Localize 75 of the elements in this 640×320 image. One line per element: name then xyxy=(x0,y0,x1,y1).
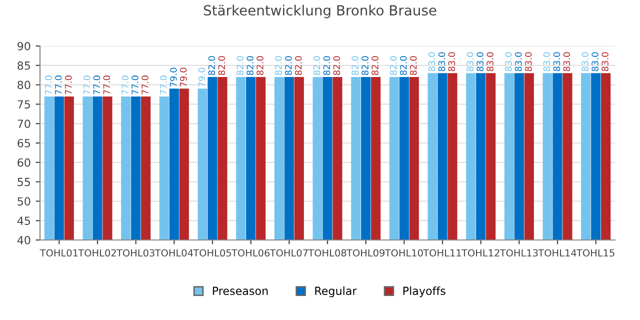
x-tick-label: TOHL01 xyxy=(40,249,78,257)
data-label: 82.0 xyxy=(256,56,264,76)
x-tick-label: TOHL03 xyxy=(116,249,154,257)
legend-label: Playoffs xyxy=(403,286,446,298)
x-tick-label: TOHL04 xyxy=(154,249,193,257)
data-label: 82.0 xyxy=(274,56,282,76)
data-label: 83.0 xyxy=(514,52,522,72)
x-tick-label: TOHL08 xyxy=(308,249,346,257)
x-tick-label: TOHL09 xyxy=(346,249,384,257)
data-label: 83.0 xyxy=(553,52,560,72)
y-tick-label: 75 xyxy=(18,100,30,109)
x-tick-label: TOHL05 xyxy=(193,249,231,257)
x-tick-label: TOHL07 xyxy=(270,249,308,257)
data-label: 77.0 xyxy=(160,76,167,94)
data-label: 82.0 xyxy=(218,56,226,76)
data-label: 77.0 xyxy=(122,76,128,94)
data-label: 77.0 xyxy=(64,76,72,94)
x-tick-label: TOHL13 xyxy=(500,249,538,257)
data-label: 82.0 xyxy=(294,56,302,76)
y-tick-label: 45 xyxy=(17,216,30,225)
data-label: 83.0 xyxy=(438,52,446,72)
y-tick-label: 90 xyxy=(18,42,30,50)
data-label: 83.0 xyxy=(448,52,456,72)
data-label: 83.0 xyxy=(602,52,608,72)
data-label: 82.0 xyxy=(390,56,397,76)
data-label: 77.0 xyxy=(132,76,138,94)
data-label: 83.0 xyxy=(486,52,494,72)
y-tick-label: 40 xyxy=(17,236,30,244)
data-label: 82.0 xyxy=(313,56,320,76)
data-label: 83.0 xyxy=(563,52,570,72)
data-label: 82.0 xyxy=(352,56,358,76)
data-label: 82.0 xyxy=(400,56,407,76)
y-tick-label: 55 xyxy=(18,178,30,186)
data-label: 83.0 xyxy=(543,52,550,72)
data-label: 77.0 xyxy=(103,76,110,94)
data-label: 77.0 xyxy=(83,76,90,94)
data-label: 83.0 xyxy=(582,52,588,72)
data-label: 79.0 xyxy=(170,68,177,87)
data-label: 83.0 xyxy=(504,52,512,72)
legend-label: Preseason xyxy=(212,286,268,296)
data-label: 83.0 xyxy=(524,52,532,72)
y-tick-label: 85 xyxy=(18,61,30,70)
data-label: 82.0 xyxy=(410,56,417,76)
y-tick-label: 50 xyxy=(18,197,30,206)
data-label: 83.0 xyxy=(592,52,598,72)
y-tick-label: 80 xyxy=(18,80,30,90)
data-label: 83.0 xyxy=(466,52,474,72)
legend-label: Regular xyxy=(315,286,357,298)
y-tick-label: 70 xyxy=(18,120,30,128)
data-label: 77.0 xyxy=(93,76,100,94)
x-tick-label: TOHL15 xyxy=(576,249,614,257)
data-label: 82.0 xyxy=(362,56,368,76)
y-tick-label: 60 xyxy=(18,158,30,167)
data-label: 83.0 xyxy=(428,52,436,72)
data-label: 77.0 xyxy=(142,76,148,94)
x-tick-label: TOHL14 xyxy=(538,249,576,257)
y-tick-label: 65 xyxy=(18,138,30,148)
data-label: 82.0 xyxy=(208,56,216,76)
x-tick-label: TOHL11 xyxy=(423,249,461,257)
data-label: 82.0 xyxy=(284,56,292,76)
data-label: 79.0 xyxy=(198,68,206,87)
data-label: 83.0 xyxy=(476,52,484,72)
data-label: 82.0 xyxy=(236,56,244,76)
x-tick-label: TOHL02 xyxy=(78,249,116,257)
data-label: 77.0 xyxy=(44,76,52,94)
x-tick-label: TOHL12 xyxy=(461,249,500,257)
data-label: 82.0 xyxy=(333,56,340,76)
data-label: 79.0 xyxy=(180,68,187,87)
x-tick-label: TOHL06 xyxy=(231,249,270,257)
chart-title: Stärkeentwicklung Bronko Brause xyxy=(204,4,436,18)
x-tick-label: TOHL10 xyxy=(384,249,423,257)
data-label: 82.0 xyxy=(372,56,378,76)
data-label: 77.0 xyxy=(54,76,62,94)
data-label: 82.0 xyxy=(323,56,330,76)
data-label: 82.0 xyxy=(246,56,254,76)
